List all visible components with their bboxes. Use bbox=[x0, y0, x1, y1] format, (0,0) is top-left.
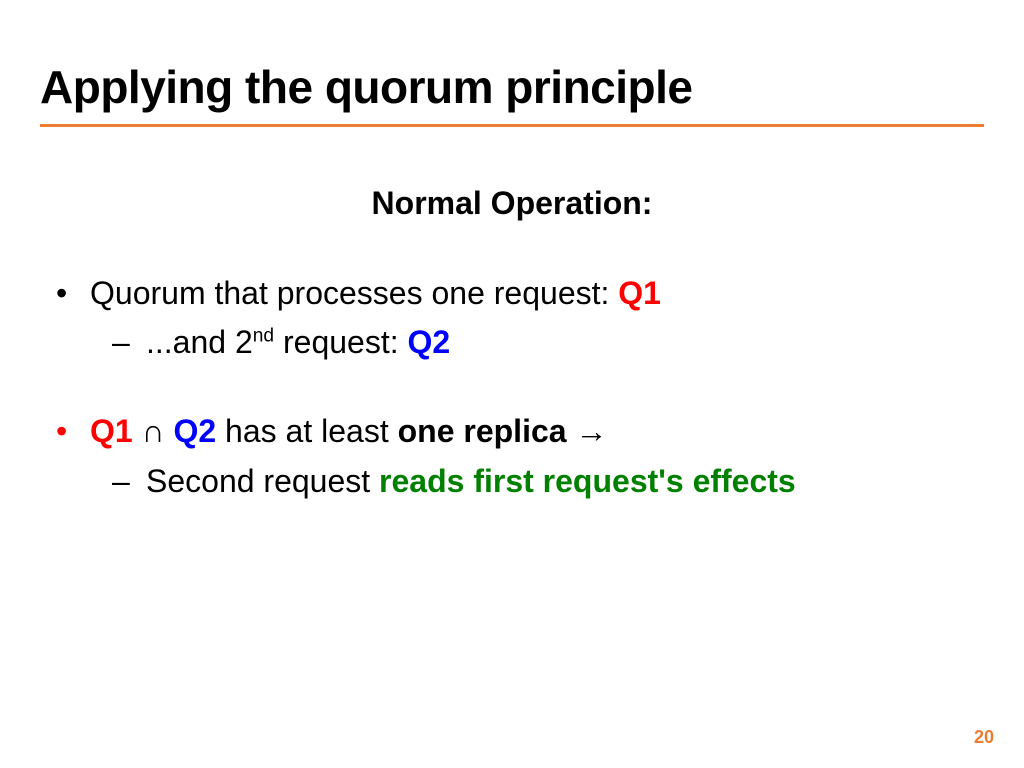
subtitle: Normal Operation: bbox=[40, 185, 984, 222]
bullet-2: • Q1 ∩ Q2 has at least one replica → bbox=[56, 410, 984, 453]
page-number: 20 bbox=[974, 727, 994, 748]
line2-pre: ...and 2 bbox=[146, 324, 253, 360]
q2-label: Q2 bbox=[408, 324, 451, 360]
title-rule bbox=[40, 124, 984, 127]
slide: Applying the quorum principle Normal Ope… bbox=[0, 0, 1024, 768]
gap bbox=[56, 364, 984, 410]
line4-pre: Second request bbox=[146, 463, 379, 499]
bullet-2-text: Q1 ∩ Q2 has at least one replica → bbox=[90, 410, 607, 453]
q2-label-2: Q2 bbox=[173, 413, 216, 449]
bullet-dot: • bbox=[56, 272, 90, 315]
slide-title: Applying the quorum principle bbox=[40, 60, 984, 114]
q1-label: Q1 bbox=[618, 275, 661, 311]
bullet-2-sub: – Second request reads first request's e… bbox=[56, 460, 984, 503]
dash-icon-2: – bbox=[112, 460, 146, 503]
bullet-1-sub-text: ...and 2nd request: Q2 bbox=[146, 321, 450, 364]
line1-pre: Quorum that processes one request: bbox=[90, 275, 618, 311]
content: • Quorum that processes one request: Q1 … bbox=[40, 272, 984, 503]
reads-effects: reads first request's effects bbox=[379, 463, 796, 499]
dash-icon: – bbox=[112, 321, 146, 364]
line3-mid: has at least bbox=[216, 413, 397, 449]
bullet-dot-red: • bbox=[56, 410, 90, 453]
line2-sup: nd bbox=[253, 326, 274, 347]
bullet-2-sub-text: Second request reads first request's eff… bbox=[146, 460, 796, 503]
intersection-symbol: ∩ bbox=[133, 413, 174, 449]
q1-label-2: Q1 bbox=[90, 413, 133, 449]
one-replica: one replica bbox=[398, 413, 567, 449]
line2-post: request: bbox=[274, 324, 407, 360]
bullet-1-sub: – ...and 2nd request: Q2 bbox=[56, 321, 984, 364]
bullet-1: • Quorum that processes one request: Q1 bbox=[56, 272, 984, 315]
bullet-1-text: Quorum that processes one request: Q1 bbox=[90, 272, 661, 315]
arrow-icon: → bbox=[567, 413, 608, 449]
